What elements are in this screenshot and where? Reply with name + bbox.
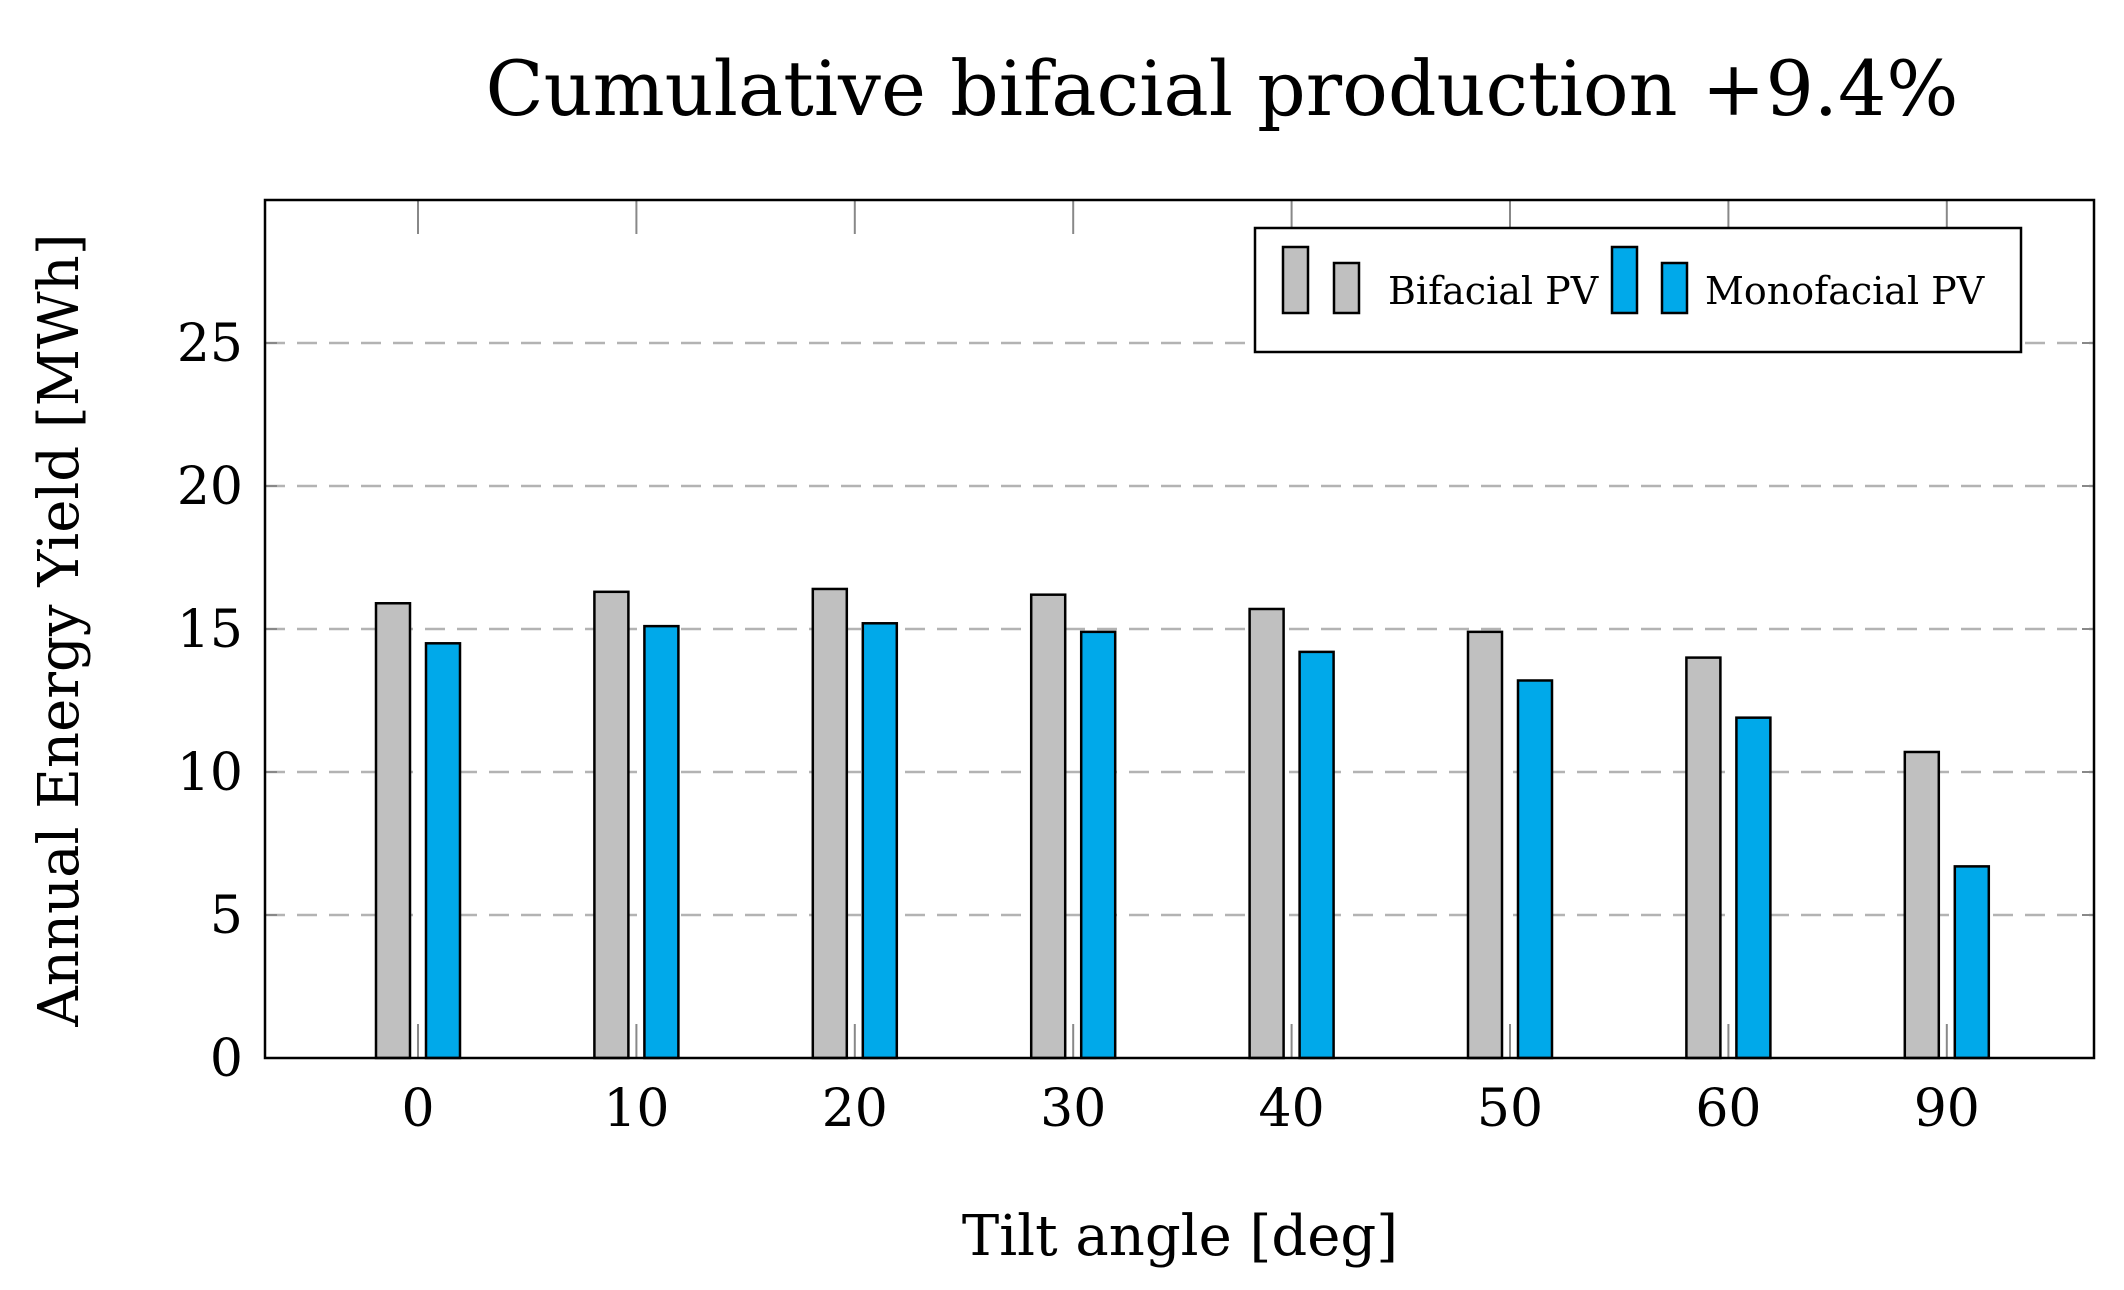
x-tick-label: 0	[401, 1079, 434, 1139]
chart-title: Cumulative bifacial production +9.4%	[485, 44, 1958, 133]
bar-bifacial-40	[1248, 607, 1285, 1060]
legend-swatch-monofacial-tall	[1610, 245, 1639, 315]
bar-monofacial-50	[1516, 679, 1554, 1060]
bar-monofacial-0	[424, 642, 462, 1060]
x-tick-labels: 0 10 20 30 40 50 60 90	[401, 1079, 1979, 1139]
bar-monofacial-20	[861, 622, 899, 1060]
bar-monofacial-90	[1953, 865, 1991, 1060]
x-tick-label: 90	[1914, 1079, 1980, 1139]
x-tick-label: 30	[1040, 1079, 1106, 1139]
x-tick-label: 50	[1477, 1079, 1543, 1139]
y-tick-label: 10	[177, 743, 243, 803]
legend-label-bifacial: Bifacial PV	[1388, 269, 1599, 313]
legend-swatch-monofacial-short	[1660, 261, 1689, 315]
y-tick-label: 0	[210, 1029, 243, 1089]
y-tick-label: 5	[210, 886, 243, 946]
gridlines	[265, 341, 2094, 1059]
bar-monofacial-60	[1735, 716, 1772, 1060]
bar-bifacial-60	[1685, 656, 1722, 1060]
bars	[374, 587, 1991, 1060]
bar-bifacial-30	[1029, 593, 1067, 1060]
bar-bifacial-20	[811, 587, 849, 1060]
x-axis-label: Tilt angle [deg]	[962, 1204, 1398, 1269]
bar-bifacial-0	[374, 602, 412, 1060]
plot-frame	[263, 198, 2096, 1060]
x-tick-label: 10	[603, 1079, 669, 1139]
y-tick-label: 20	[177, 457, 243, 517]
legend-label-monofacial: Monofacial PV	[1705, 269, 1985, 313]
bar-bifacial-10	[593, 590, 630, 1060]
legend: Bifacial PV Monofacial PV	[1253, 226, 2023, 354]
y-tick-label: 25	[177, 314, 243, 374]
x-tick-label: 40	[1259, 1079, 1325, 1139]
legend-swatch-bifacial-tall	[1281, 245, 1310, 315]
legend-swatch-bifacial-short	[1332, 261, 1361, 315]
bar-monofacial-30	[1079, 630, 1117, 1060]
bar-bifacial-90	[1903, 750, 1941, 1060]
bar-bifacial-50	[1466, 630, 1504, 1060]
x-tick-label: 60	[1695, 1079, 1761, 1139]
y-tick-label: 15	[177, 600, 243, 660]
bar-monofacial-10	[643, 624, 680, 1060]
bar-monofacial-40	[1298, 650, 1335, 1060]
y-tick-labels: 0 5 10 15 20 25	[177, 314, 243, 1089]
x-tick-label: 20	[822, 1079, 888, 1139]
y-axis-label: Annual Energy Yield [MWh]	[27, 233, 92, 1027]
